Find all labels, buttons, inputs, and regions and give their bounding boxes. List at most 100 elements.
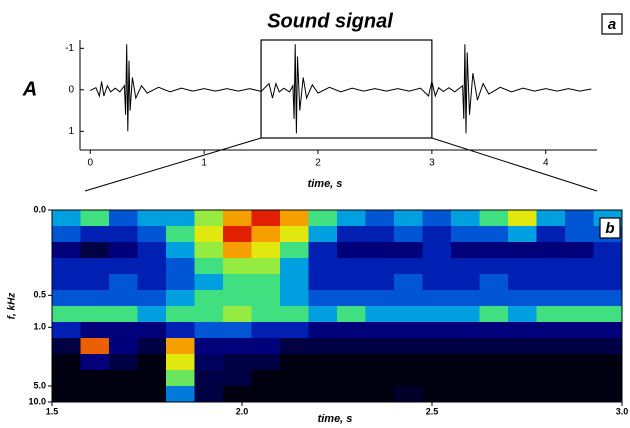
heatmap-cell <box>337 290 366 307</box>
heatmap-cell <box>138 258 167 275</box>
heatmap-cell <box>81 386 110 403</box>
heatmap-cell <box>195 242 224 259</box>
heatmap-cell <box>394 226 423 243</box>
panel-label: b <box>605 220 614 237</box>
heatmap-cell <box>565 242 594 259</box>
heatmap-cell <box>138 242 167 259</box>
heatmap-cell <box>480 386 509 403</box>
y-axis-label: A <box>22 78 37 100</box>
heatmap-cell <box>508 290 537 307</box>
heatmap-cell <box>508 274 537 291</box>
heatmap-cell <box>52 290 81 307</box>
heatmap-cell <box>52 274 81 291</box>
heatmap-cell <box>366 338 395 355</box>
heatmap-cell <box>223 242 252 259</box>
heatmap-cell <box>366 226 395 243</box>
heatmap-cell <box>195 210 224 227</box>
heatmap-cell <box>109 258 138 275</box>
y-tick-label: 0.0 <box>33 204 46 214</box>
heatmap-cell <box>280 274 309 291</box>
heatmap-cell <box>480 210 509 227</box>
heatmap-cell <box>565 354 594 371</box>
heatmap-cell <box>252 338 281 355</box>
heatmap-cell <box>508 226 537 243</box>
heatmap-cell <box>309 226 338 243</box>
heatmap-cell <box>195 226 224 243</box>
x-tick-label: 1.5 <box>46 406 59 416</box>
heatmap-cell <box>109 274 138 291</box>
heatmap-cell <box>394 322 423 339</box>
heatmap-cell <box>337 242 366 259</box>
heatmap-cell <box>508 210 537 227</box>
heatmap-cell <box>537 258 566 275</box>
heatmap-cell <box>280 386 309 403</box>
heatmap-cell <box>81 258 110 275</box>
heatmap-cell <box>252 226 281 243</box>
heatmap-cell <box>138 290 167 307</box>
heatmap-cell <box>223 274 252 291</box>
x-tick-label: 2.0 <box>236 406 249 416</box>
heatmap-cell <box>594 274 623 291</box>
heatmap-cell <box>309 370 338 387</box>
heatmap-cell <box>337 306 366 323</box>
heatmap-cell <box>138 306 167 323</box>
heatmap-cell <box>451 370 480 387</box>
heatmap-cell <box>138 386 167 403</box>
heatmap-cell <box>423 290 452 307</box>
heatmap-cell <box>594 370 623 387</box>
heatmap-cell <box>565 306 594 323</box>
heatmap-cell <box>166 290 195 307</box>
heatmap-cell <box>508 242 537 259</box>
heatmap-cell <box>109 322 138 339</box>
heatmap-cell <box>337 370 366 387</box>
heatmap-cell <box>166 274 195 291</box>
waveform <box>90 44 591 133</box>
heatmap-cell <box>594 322 623 339</box>
heatmap-cell <box>166 210 195 227</box>
heatmap-cell <box>565 322 594 339</box>
heatmap-cell <box>537 210 566 227</box>
heatmap-cell <box>508 338 537 355</box>
heatmap-cell <box>537 338 566 355</box>
heatmap-cell <box>423 354 452 371</box>
heatmap-cell <box>138 338 167 355</box>
heatmap-cell <box>565 226 594 243</box>
heatmap-cell <box>423 338 452 355</box>
heatmap-cell <box>480 274 509 291</box>
heatmap-cell <box>309 338 338 355</box>
heatmap-cell <box>81 338 110 355</box>
heatmap-cell <box>252 290 281 307</box>
heatmap-cell <box>423 370 452 387</box>
heatmap-cell <box>280 338 309 355</box>
heatmap-cell <box>109 354 138 371</box>
heatmap-cell <box>309 322 338 339</box>
heatmap-cell <box>109 338 138 355</box>
zoom-line <box>432 138 597 191</box>
heatmap-cell <box>480 258 509 275</box>
heatmap-cell <box>280 210 309 227</box>
heatmap-cell <box>252 306 281 323</box>
heatmap-cell <box>508 370 537 387</box>
heatmap-cell <box>252 322 281 339</box>
heatmap-cell <box>223 354 252 371</box>
heatmap-cell <box>537 290 566 307</box>
heatmap-cell <box>309 290 338 307</box>
heatmap-cell <box>52 306 81 323</box>
heatmap-cell <box>252 370 281 387</box>
heatmap-cell <box>223 338 252 355</box>
heatmap-cell <box>166 258 195 275</box>
heatmap-cell <box>81 306 110 323</box>
heatmap-cell <box>480 354 509 371</box>
x-tick-label: 1 <box>201 158 207 169</box>
heatmap-cell <box>223 226 252 243</box>
heatmap-cell <box>166 354 195 371</box>
heatmap-cell <box>280 258 309 275</box>
heatmap-cell <box>195 338 224 355</box>
heatmap-cell <box>109 306 138 323</box>
heatmap-cell <box>366 354 395 371</box>
heatmap-cell <box>280 306 309 323</box>
heatmap-cell <box>52 386 81 403</box>
heatmap-cell <box>451 258 480 275</box>
heatmap-cell <box>166 338 195 355</box>
heatmap-cell <box>366 242 395 259</box>
